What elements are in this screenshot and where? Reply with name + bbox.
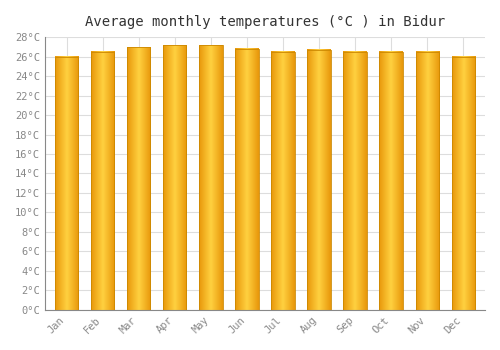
Title: Average monthly temperatures (°C ) in Bidur: Average monthly temperatures (°C ) in Bi… [85,15,445,29]
